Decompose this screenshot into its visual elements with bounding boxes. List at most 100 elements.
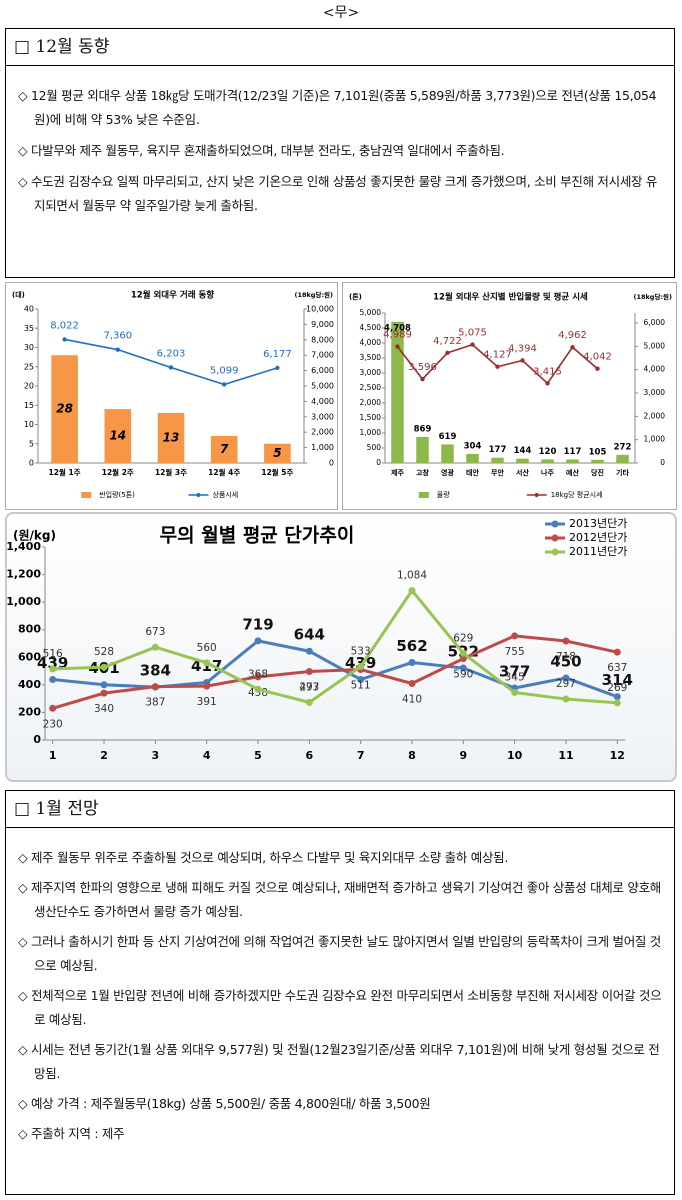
y-tick-label: 600 — [18, 650, 41, 663]
x-tick-label: 서산 — [516, 468, 529, 477]
point — [511, 688, 519, 696]
bullet: ◇ 다발무와 제주 월동무, 육지무 혼재출하되었으며, 대부분 전라도, 충남… — [18, 143, 505, 158]
data-label: 637 — [607, 662, 627, 674]
data-label: 869 — [414, 424, 432, 434]
page-header: <무> — [322, 5, 360, 21]
point — [305, 647, 313, 655]
y-tick-label: 15 — [24, 401, 34, 410]
bullet-list: ◇ 12월 평균 외대우 상품 18㎏당 도매가격(12/23일 기준)은 7,… — [6, 66, 674, 218]
legend-swatch — [551, 548, 559, 556]
x-tick-label: 태안 — [466, 468, 479, 477]
data-label: 516 — [43, 648, 63, 660]
legend-label: 2013년단가 — [569, 517, 627, 530]
data-label: 719 — [242, 615, 273, 633]
bar — [616, 454, 629, 463]
legend-swatch — [551, 534, 559, 542]
y2-tick-label: 5,000 — [644, 341, 666, 350]
data-label: 619 — [439, 432, 457, 442]
point — [408, 679, 416, 687]
data-label: 755 — [505, 646, 525, 658]
data-label: 4,989 — [383, 330, 412, 341]
chart-title: 무의 월별 평균 단가추이 — [160, 525, 355, 547]
y-tick-label: 40 — [24, 305, 34, 314]
point — [254, 673, 262, 681]
data-label: 629 — [453, 632, 473, 644]
y-tick-label: 3,000 — [360, 368, 382, 377]
point — [254, 637, 262, 645]
y2-tick-label: 0 — [329, 459, 334, 468]
y-tick-label: 25 — [24, 362, 34, 371]
point — [151, 683, 159, 691]
data-label: 4,708 — [384, 323, 411, 333]
y-tick-label: 5,000 — [360, 308, 382, 317]
data-label: 269 — [607, 682, 627, 694]
point — [203, 659, 211, 667]
y2-tick-label: 1,000 — [644, 435, 666, 444]
x-tick-label: 예산 — [566, 468, 579, 477]
legend-label: 2012년단가 — [569, 531, 627, 544]
point — [357, 663, 365, 671]
point — [254, 685, 262, 693]
data-label: 6,203 — [157, 348, 186, 359]
point — [613, 693, 621, 701]
data-label: 105 — [589, 447, 607, 457]
y-tick-label: 1,000 — [360, 428, 382, 437]
x-tick-label: 10 — [507, 749, 523, 762]
y-tick-label: 200 — [18, 705, 41, 718]
y-tick-label: 0 — [29, 459, 34, 468]
x-tick-label: 8 — [408, 749, 416, 762]
y-tick-label: 2,500 — [360, 383, 382, 392]
data-label: 304 — [464, 441, 482, 451]
data-label: 5,075 — [458, 328, 487, 339]
y-axis-label: (원/kg) — [13, 529, 56, 543]
bar — [541, 459, 554, 463]
x-tick-label: 무안 — [491, 468, 504, 477]
x-tick-label: 고창 — [416, 468, 429, 477]
data-label: 439 — [345, 654, 376, 672]
data-label: 4,127 — [483, 350, 512, 361]
chart: 12월 외대우 산지별 반입물량 및 평균 시세 (톤) (18kg당:원) 0 500… — [342, 282, 677, 510]
bar — [391, 321, 404, 463]
line — [52, 588, 618, 705]
point — [408, 659, 416, 667]
bullet: ◇ 주출하 지역 : 제주 — [18, 1126, 125, 1141]
point — [305, 667, 313, 675]
data-label: 144 — [514, 446, 532, 456]
data-label: 272 — [614, 442, 632, 452]
section-title: □ 12월 동향 — [6, 29, 674, 66]
data-label: 13 — [163, 430, 180, 444]
point — [100, 681, 108, 689]
point — [511, 632, 519, 640]
point — [222, 382, 227, 387]
data-label: 4,394 — [508, 343, 537, 354]
data-label: 4,962 — [558, 330, 587, 341]
y-tick-label: 3,500 — [360, 353, 382, 362]
point — [562, 695, 570, 703]
y2-axis-label: (18kg당:원) — [633, 292, 672, 301]
legend-label: 반입량(5톤) — [99, 490, 135, 499]
point — [100, 663, 108, 671]
y2-tick-label: 4,000 — [311, 397, 334, 406]
bullet: ◇ 그러나 출하시기 한파 등 산지 기상여건에 의해 작업여건 좋지못한 날도… — [18, 934, 661, 973]
legend-swatch — [196, 493, 201, 497]
y-tick-label: 0 — [376, 458, 381, 467]
data-label: 273 — [299, 681, 319, 693]
point — [459, 664, 467, 672]
data-label: 120 — [539, 447, 557, 457]
y-tick-label: 1,500 — [360, 413, 382, 422]
y2-tick-label: 2,000 — [644, 411, 666, 420]
data-label: 410 — [402, 693, 422, 705]
y-tick-label: 2,000 — [360, 398, 382, 407]
section: □ 1월 전망 ◇ 제주 월동무 위주로 주출하될 것으로 예상되며, 하우스 … — [5, 790, 675, 1195]
point — [545, 381, 550, 386]
point — [49, 665, 57, 673]
data-label: 5,099 — [210, 365, 239, 376]
data-label: 511 — [351, 680, 371, 692]
point — [115, 347, 121, 352]
data-label: 368 — [248, 668, 268, 680]
data-label: 644 — [294, 626, 325, 644]
y-tick-label: 30 — [24, 343, 34, 352]
point — [570, 345, 575, 350]
point — [459, 655, 467, 663]
bullet: ◇ 12월 평균 외대우 상품 18㎏당 도매가격(12/23일 기준)은 7,… — [18, 88, 657, 127]
